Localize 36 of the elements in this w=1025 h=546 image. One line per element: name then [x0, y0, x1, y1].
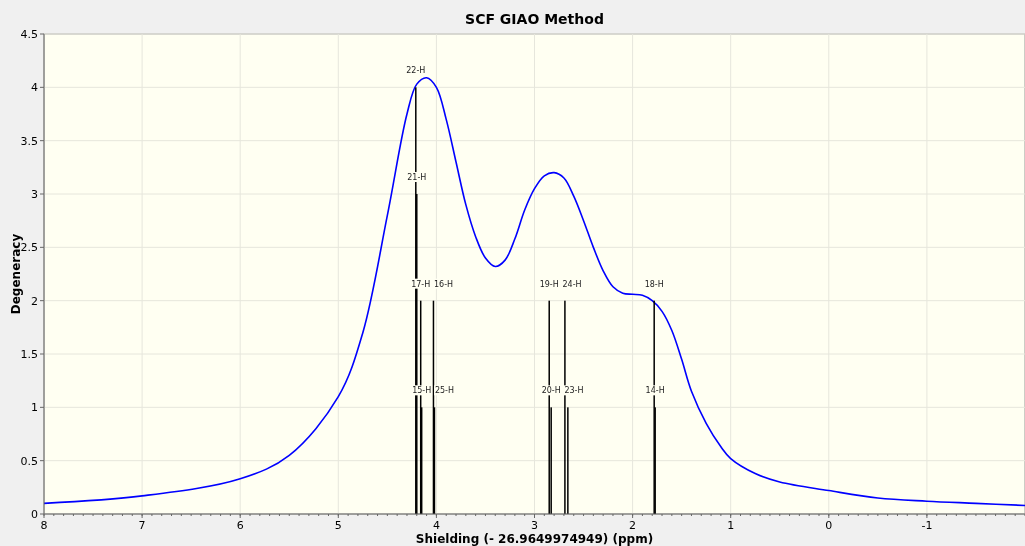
annotation: 25-H — [434, 386, 455, 396]
annotation: 21-H — [407, 173, 427, 182]
x-axis-title: Shielding (- 26.9649974949) (ppm) — [415, 532, 654, 546]
annotation: 14-H — [645, 386, 665, 396]
x-tick-label: 8 — [40, 519, 48, 532]
y-axis-title: Degeneracy — [9, 233, 23, 315]
annotation: 16-H — [433, 279, 454, 289]
y-tick-label: 3.5 — [20, 134, 38, 148]
y-tick-label: 2.5 — [20, 241, 38, 255]
x-tick-label: 2 — [629, 519, 637, 532]
annotation: 22-H — [406, 66, 426, 76]
y-tick-label: 3 — [31, 188, 38, 201]
y-tick-label: 0 — [31, 508, 38, 521]
annotation: 23-H — [564, 386, 584, 396]
x-tick-label: -1 — [921, 519, 933, 532]
x-tick-label: 6 — [236, 519, 244, 532]
x-tick-label: 1 — [727, 519, 735, 532]
annotation: 15-H — [412, 386, 432, 396]
chart-title: SCF GIAO Method — [465, 11, 604, 27]
y-tick-label: 4.5 — [20, 28, 38, 41]
y-tick-label: 4 — [31, 81, 38, 95]
annotation: 24-H — [562, 279, 582, 289]
annotation: 18-H — [644, 279, 664, 289]
x-tick-label: 4 — [432, 519, 440, 532]
y-tick-label: 1.5 — [20, 348, 38, 361]
y-tick-label: 1 — [31, 401, 38, 415]
y-tick-label: 2 — [31, 294, 38, 308]
x-tick-label: 0 — [825, 519, 833, 532]
y-tick-label: 0.5 — [20, 454, 38, 468]
annotation: 19-H — [539, 279, 559, 289]
annotation: 20-H — [541, 386, 561, 396]
x-tick-label: 7 — [138, 519, 146, 532]
x-tick-label: 3 — [531, 519, 538, 532]
annotation: 17-H — [411, 279, 431, 289]
line-series — [43, 76, 1025, 507]
x-tick-label: 5 — [334, 519, 342, 532]
